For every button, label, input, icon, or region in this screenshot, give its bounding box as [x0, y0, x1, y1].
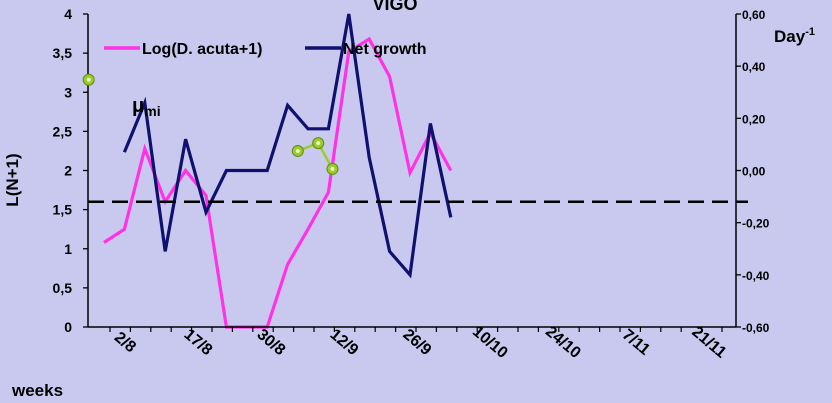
x-tick-label: 10/10: [469, 323, 511, 362]
x-tick-label: 7/11: [619, 326, 653, 359]
y-tick-label: 2,5: [53, 123, 73, 139]
axes: 0 0,5 1 1,5 2 2,5 3 3,5 4 -0,60 -0,40 -0,20 0,00 0,20…: [53, 6, 770, 335]
y2-tick-label: 0,00: [742, 165, 766, 179]
y2-axis-label-sup: -1: [805, 26, 815, 38]
series-line-1: [122, 13, 453, 279]
mu-label: μmi: [132, 95, 161, 119]
mu-label-sub: mi: [144, 103, 160, 119]
x-tick-label: 2/8: [111, 329, 139, 356]
mu-point-highlight: [316, 141, 321, 146]
x-tick-label: 21/11: [688, 323, 729, 361]
y-tick-label: 0: [64, 319, 72, 335]
y-tick-label: 1,5: [53, 202, 73, 218]
y2-tick-label: -0,60: [742, 321, 770, 335]
chart-title: VIGO: [372, 0, 417, 14]
x-tick-label: 26/9: [400, 326, 435, 359]
series-line-0: [103, 36, 453, 329]
y-tick-label: 2: [64, 163, 72, 179]
y-tick-label: 1: [64, 241, 72, 257]
y2-tick-label: -0,40: [742, 269, 770, 283]
legend: Log(D. acuta+1) Net growth: [104, 41, 427, 58]
y2-tick-label: 0,40: [742, 60, 766, 74]
mu-points: μmi: [82, 73, 339, 175]
mu-point-highlight: [295, 148, 300, 153]
y2-tick-label: 0,60: [742, 8, 766, 22]
series-lines: [103, 13, 453, 329]
x-tick-labels: 2/8 17/8 30/8 12/9 26/9 10/10 24/10 7/11 21/11: [111, 323, 730, 362]
x-axis-label: weeks: [11, 381, 63, 400]
mu-label-text: μ: [132, 95, 144, 117]
y2-tick-label: 0,20: [742, 112, 766, 126]
legend-label-1: Net growth: [343, 41, 427, 58]
mu-point-highlight: [86, 77, 91, 82]
x-tick-label: 30/8: [254, 326, 289, 359]
legend-label-0: Log(D. acuta+1): [142, 41, 262, 58]
y2-tick-label: -0,20: [742, 217, 770, 231]
y-axis-label: L(N+1): [3, 153, 22, 206]
mu-point-highlight: [330, 166, 335, 171]
y-tick-label: 3: [64, 84, 72, 100]
y-tick-label: 3,5: [53, 45, 73, 61]
x-tick-label: 12/9: [327, 326, 362, 359]
y-tick-label: 4: [64, 6, 72, 22]
y2-axis-label: Day-1: [774, 26, 815, 46]
x-tick-label: 17/8: [181, 326, 216, 359]
y2-axis-label-text: Day: [774, 27, 806, 46]
x-tick-label: 24/10: [542, 323, 584, 362]
y-tick-label: 0,5: [53, 280, 73, 296]
